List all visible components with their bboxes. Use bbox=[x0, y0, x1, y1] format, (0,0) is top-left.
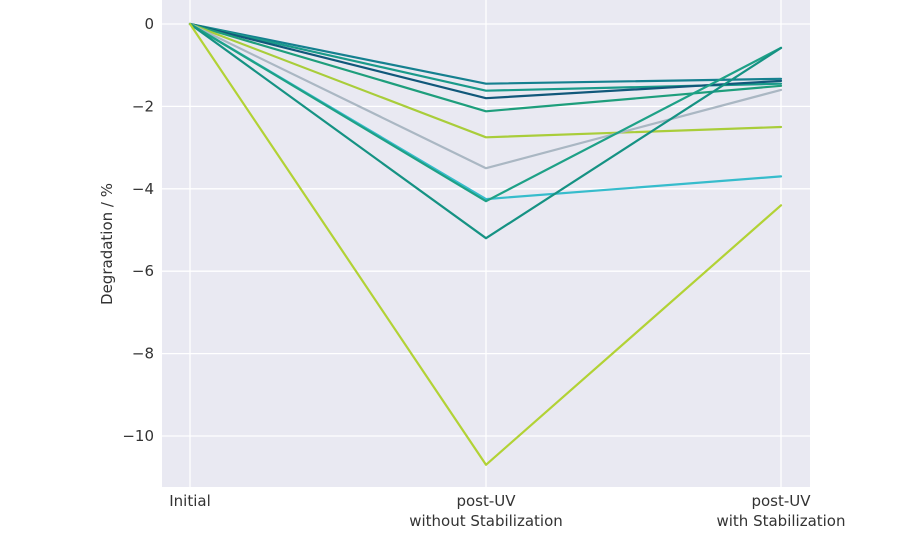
y-tick-label: −6 bbox=[132, 262, 154, 280]
series-line bbox=[188, 22, 783, 170]
series-lines bbox=[188, 22, 783, 466]
y-tick-label: −2 bbox=[132, 97, 154, 115]
series-line bbox=[188, 22, 783, 240]
x-tick-label: post-UV without Stabilization bbox=[409, 492, 563, 530]
x-tick-label: Initial bbox=[169, 492, 211, 510]
x-tick-label: post-UV with Stabilization bbox=[716, 492, 845, 530]
x-tick-labels: Initial post-UV without Stabilization post-… bbox=[169, 492, 845, 530]
y-tick-label: −8 bbox=[132, 345, 154, 363]
series-line bbox=[188, 22, 783, 203]
y-tick-label: −4 bbox=[132, 180, 154, 198]
series-line bbox=[188, 22, 783, 100]
series-line bbox=[188, 22, 783, 113]
y-axis-label: Degradation / % bbox=[98, 183, 116, 305]
series-line bbox=[188, 22, 783, 466]
series-line bbox=[188, 22, 783, 85]
y-tick-labels: 0 −2 −4 −6 −8 −10 bbox=[122, 15, 154, 445]
series-line bbox=[188, 22, 783, 139]
y-tick-label: 0 bbox=[144, 15, 154, 33]
y-tick-label: −10 bbox=[122, 427, 154, 445]
